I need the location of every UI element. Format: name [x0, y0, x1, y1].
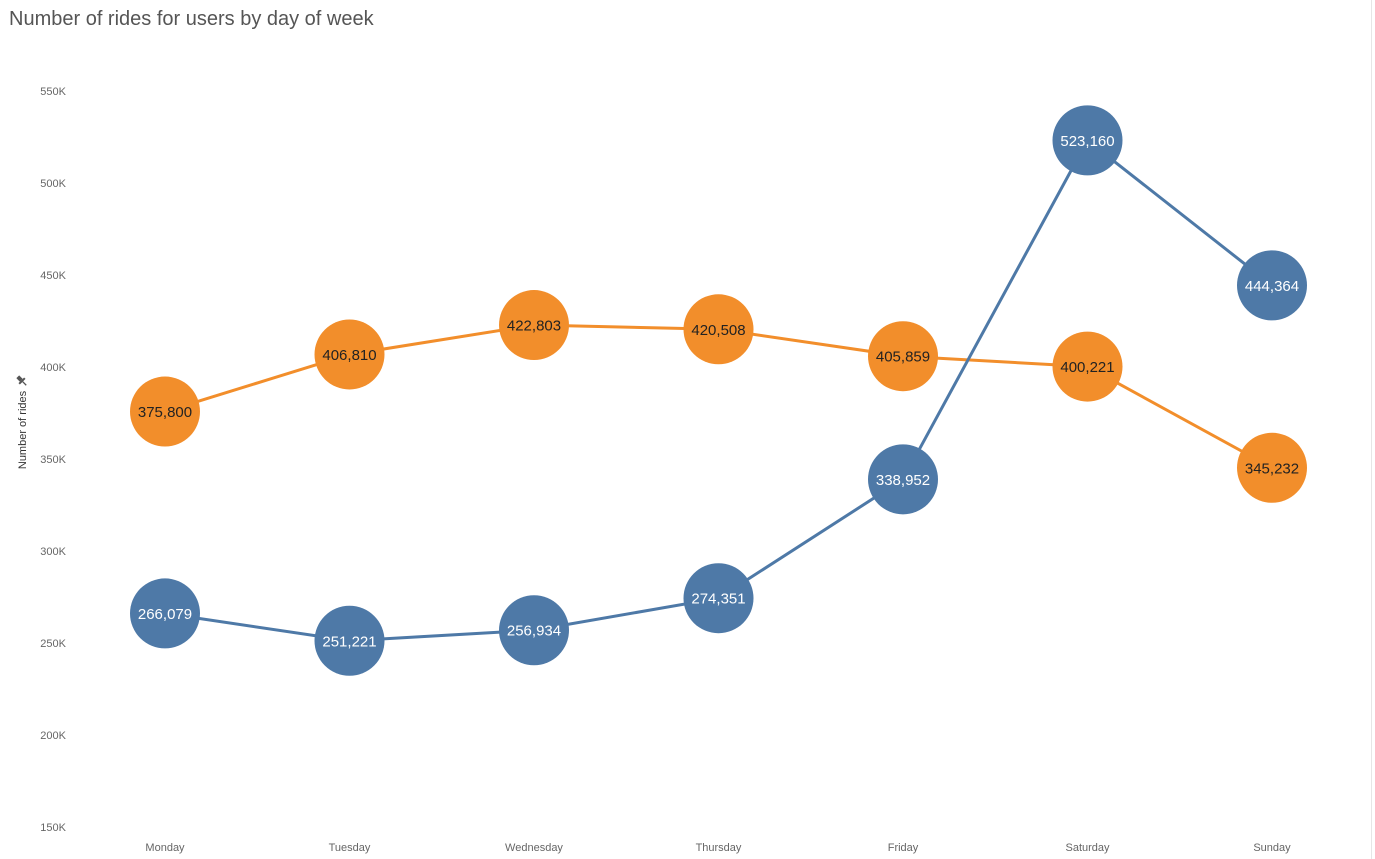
x-tick-label: Wednesday — [505, 842, 563, 854]
data-point[interactable] — [1237, 250, 1307, 321]
data-label: 400,221 — [1060, 359, 1114, 376]
data-label: 266,079 — [138, 606, 192, 623]
data-point[interactable] — [499, 595, 569, 666]
data-point[interactable] — [1052, 105, 1123, 176]
data-label: 274,351 — [691, 591, 745, 608]
x-tick-label: Tuesday — [329, 842, 371, 854]
data-point[interactable] — [868, 444, 938, 515]
x-tick-label: Friday — [888, 842, 919, 854]
y-tick-label: 250K — [40, 638, 66, 650]
x-tick-label: Sunday — [1253, 842, 1291, 854]
data-label: 375,800 — [138, 404, 192, 421]
x-tick-label: Saturday — [1065, 842, 1110, 854]
y-tick-label: 500K — [40, 178, 66, 190]
x-tick-label: Monday — [145, 842, 185, 854]
data-label: 422,803 — [507, 318, 561, 335]
data-label: 420,508 — [691, 322, 745, 339]
y-tick-label: 200K — [40, 730, 66, 742]
data-label: 444,364 — [1245, 278, 1299, 295]
data-label: 406,810 — [322, 347, 376, 364]
y-tick-label: 450K — [40, 270, 66, 282]
series-points: 375,800 406,810 422,803 420,508 405,859 400,2… — [130, 105, 1307, 676]
data-label: 405,859 — [876, 349, 930, 366]
data-label: 523,160 — [1060, 133, 1114, 150]
y-tick-label: 350K — [40, 454, 66, 466]
right-border — [1371, 0, 1372, 859]
data-point[interactable] — [314, 319, 385, 390]
data-label: 345,232 — [1245, 460, 1299, 477]
x-tick-label: Thursday — [696, 842, 742, 854]
data-point[interactable] — [683, 563, 754, 634]
y-tick-label: 150K — [40, 822, 66, 834]
y-axis-title: Number of rides — [17, 390, 29, 469]
data-point[interactable] — [683, 294, 754, 365]
data-point[interactable] — [868, 321, 938, 392]
data-label: 251,221 — [322, 633, 376, 650]
data-point[interactable] — [130, 376, 200, 447]
y-axis-ticks: 550K 500K 450K 400K 350K 300K 250K 200K 150K — [40, 86, 66, 834]
y-tick-label: 300K — [40, 546, 66, 558]
data-label: 338,952 — [876, 472, 930, 489]
data-point[interactable] — [130, 578, 200, 649]
data-point[interactable] — [1237, 432, 1307, 503]
pin-icon[interactable] — [15, 374, 29, 388]
data-label: 256,934 — [507, 623, 561, 640]
y-axis-title-group: Number of rides — [15, 374, 29, 469]
data-point[interactable] — [1052, 331, 1123, 402]
x-axis-ticks: Monday Tuesday Wednesday Thursday Friday Satu… — [145, 842, 1291, 854]
y-tick-label: 550K — [40, 86, 66, 98]
y-tick-label: 400K — [40, 362, 66, 374]
chart-title: Number of rides for users by day of week — [9, 8, 374, 30]
data-point[interactable] — [314, 605, 385, 676]
data-point[interactable] — [499, 290, 569, 361]
